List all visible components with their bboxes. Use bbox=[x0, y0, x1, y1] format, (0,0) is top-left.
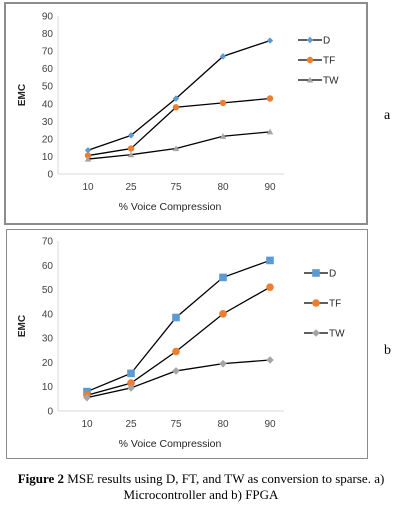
data-point bbox=[84, 147, 92, 154]
legend-label: TF bbox=[329, 299, 341, 310]
data-point bbox=[127, 132, 135, 139]
y-axis-title: EMC bbox=[17, 315, 28, 337]
data-point bbox=[266, 283, 274, 291]
data-point bbox=[306, 76, 314, 83]
y-tick-label: 70 bbox=[42, 237, 54, 248]
y-tick-label: 10 bbox=[42, 152, 54, 163]
legend-label: TF bbox=[323, 56, 335, 67]
y-axis-title: EMC bbox=[17, 84, 28, 106]
data-point bbox=[172, 367, 180, 375]
data-point bbox=[306, 56, 314, 64]
data-point bbox=[266, 37, 274, 44]
y-tick-label: 40 bbox=[42, 99, 54, 110]
data-point bbox=[219, 53, 227, 60]
y-tick-label: 30 bbox=[42, 117, 54, 128]
legend-label: TW bbox=[329, 329, 345, 340]
data-point bbox=[312, 299, 320, 307]
series-line bbox=[87, 131, 271, 160]
figure-caption: Figure 2 MSE results using D, FT, and TW… bbox=[0, 471, 402, 503]
data-point bbox=[172, 347, 180, 356]
data-point bbox=[127, 151, 135, 158]
y-tick-label: 30 bbox=[42, 334, 54, 345]
x-axis-title: % Voice Compression bbox=[119, 201, 222, 213]
data-point bbox=[219, 310, 227, 318]
y-tick-label: 40 bbox=[42, 309, 54, 320]
y-tick-label: 20 bbox=[42, 358, 54, 369]
y-tick-label: 0 bbox=[47, 407, 53, 418]
data-point bbox=[312, 269, 320, 277]
data-point bbox=[219, 99, 227, 107]
data-point bbox=[266, 128, 274, 135]
data-point bbox=[84, 152, 92, 159]
series-line bbox=[86, 286, 271, 396]
data-point bbox=[84, 155, 92, 162]
x-tick-label: 75 bbox=[170, 419, 182, 430]
panel-letter-b: b bbox=[384, 343, 391, 358]
data-point bbox=[172, 145, 180, 152]
series-line bbox=[86, 359, 271, 399]
x-tick-label: 80 bbox=[217, 182, 229, 193]
y-tick-label: 0 bbox=[47, 170, 53, 181]
data-point bbox=[83, 393, 91, 402]
y-tick-label: 90 bbox=[42, 12, 54, 23]
data-point bbox=[266, 256, 274, 265]
caption-text: MSE results using D, FT, and TW as conve… bbox=[64, 471, 385, 502]
chart-frame-a bbox=[4, 2, 368, 225]
x-tick-label: 80 bbox=[217, 419, 229, 430]
x-tick-label: 90 bbox=[264, 419, 276, 430]
panel-letter-a: a bbox=[384, 108, 391, 123]
x-tick-label: 10 bbox=[82, 182, 94, 193]
y-tick-label: 10 bbox=[42, 382, 54, 393]
y-tick-label: 50 bbox=[42, 82, 54, 93]
data-point bbox=[127, 369, 135, 378]
data-point bbox=[172, 104, 180, 111]
y-tick-label: 60 bbox=[42, 64, 54, 75]
data-point bbox=[127, 145, 135, 152]
y-tick-label: 20 bbox=[42, 134, 54, 145]
x-tick-label: 90 bbox=[264, 182, 276, 193]
data-point bbox=[219, 273, 227, 282]
x-tick-label: 10 bbox=[81, 419, 93, 430]
x-tick-label: 25 bbox=[125, 182, 137, 193]
y-tick-label: 70 bbox=[42, 47, 54, 58]
x-tick-label: 75 bbox=[170, 182, 182, 193]
data-point bbox=[127, 384, 135, 392]
data-point bbox=[127, 379, 135, 387]
y-tick-label: 50 bbox=[42, 285, 54, 296]
data-point bbox=[172, 95, 180, 102]
data-point bbox=[306, 36, 314, 44]
y-tick-label: 60 bbox=[42, 261, 54, 272]
data-point bbox=[266, 95, 274, 102]
legend-label: D bbox=[323, 36, 330, 47]
x-axis-title: % Voice Compression bbox=[119, 438, 222, 450]
data-point bbox=[266, 356, 274, 364]
data-point bbox=[219, 133, 227, 139]
legend-label: D bbox=[329, 269, 336, 280]
caption-label: Figure 2 bbox=[17, 471, 65, 486]
x-tick-label: 25 bbox=[125, 419, 137, 430]
data-point bbox=[219, 359, 227, 368]
data-point bbox=[172, 313, 180, 322]
y-tick-label: 80 bbox=[42, 29, 54, 40]
data-point bbox=[312, 329, 320, 337]
legend-label: TW bbox=[323, 76, 339, 87]
chart-frame-b bbox=[6, 229, 368, 459]
